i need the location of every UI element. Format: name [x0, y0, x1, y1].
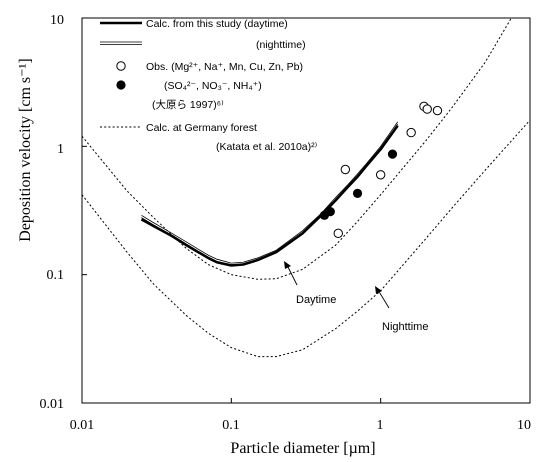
x-tick-label-1: 1: [377, 418, 384, 433]
annotation-nighttime: Nighttime: [382, 321, 428, 333]
legend-label-nighttime: (nighttime): [256, 39, 306, 51]
obs-open-point: [422, 104, 432, 114]
series-germany-forest-line-2: [81, 17, 512, 280]
obs-open-point: [432, 105, 443, 116]
y-axis-title: Deposition velocity [cm s⁻¹]: [17, 58, 34, 241]
x-axis-title: Particle diameter [µm]: [230, 440, 375, 457]
obs-filled-point: [352, 188, 363, 198]
annotations: Daytime Nighttime: [284, 261, 428, 333]
daytime-arrow: [286, 264, 298, 286]
legend-label-daytime: Calc. from this study (daytime): [146, 18, 288, 30]
series-nighttime-line-2: [141, 123, 399, 266]
y-tick-label-10: 10: [50, 13, 64, 28]
annotation-daytime: Daytime: [296, 294, 336, 306]
daytime-arrowhead: [284, 261, 291, 269]
nighttime-arrowhead: [375, 286, 382, 294]
legend-label-obs-open: Obs. (Mg²⁺, Na⁺, Mn, Cu, Zn, Pb): [146, 61, 303, 73]
x-tick-label-0.01: 0.01: [70, 418, 95, 433]
plot-area: [81, 17, 531, 404]
obs-open-point: [375, 170, 386, 180]
nighttime-arrow: [377, 289, 390, 309]
legend: Calc. from this study (daytime) (nightti…: [100, 18, 318, 153]
legend-marker-obs-open: [116, 61, 126, 71]
legend-label-obs-filled: (SO₄²⁻, NO₃⁻, NH₄⁺): [164, 80, 262, 92]
plot-frame: [81, 17, 531, 404]
legend-label-obs-source: (大原ら 1997)⁶⁾: [152, 98, 224, 111]
x-tick-label-0.1: 0.1: [222, 418, 240, 433]
series-nighttime-line: [141, 121, 399, 264]
series-germany-forest-line-3: [81, 119, 531, 358]
obs-open-point: [340, 164, 351, 175]
obs-filled-point: [325, 207, 335, 217]
obs-open-point: [333, 228, 343, 239]
obs-open-point: [406, 127, 416, 138]
legend-marker-obs-filled: [116, 80, 126, 90]
data-layer: [81, 17, 531, 358]
y-tick-label-0.01: 0.01: [40, 397, 65, 412]
legend-label-germany: Calc. at Germany forest: [146, 122, 257, 134]
legend-label-germany-source: (Katata et al. 2010a)²⁾: [216, 141, 318, 153]
y-tick-label-1: 1: [57, 142, 64, 157]
x-tick-label-10: 10: [517, 418, 531, 433]
y-tick-label-0.1: 0.1: [47, 268, 65, 283]
obs-filled-point: [387, 149, 398, 159]
